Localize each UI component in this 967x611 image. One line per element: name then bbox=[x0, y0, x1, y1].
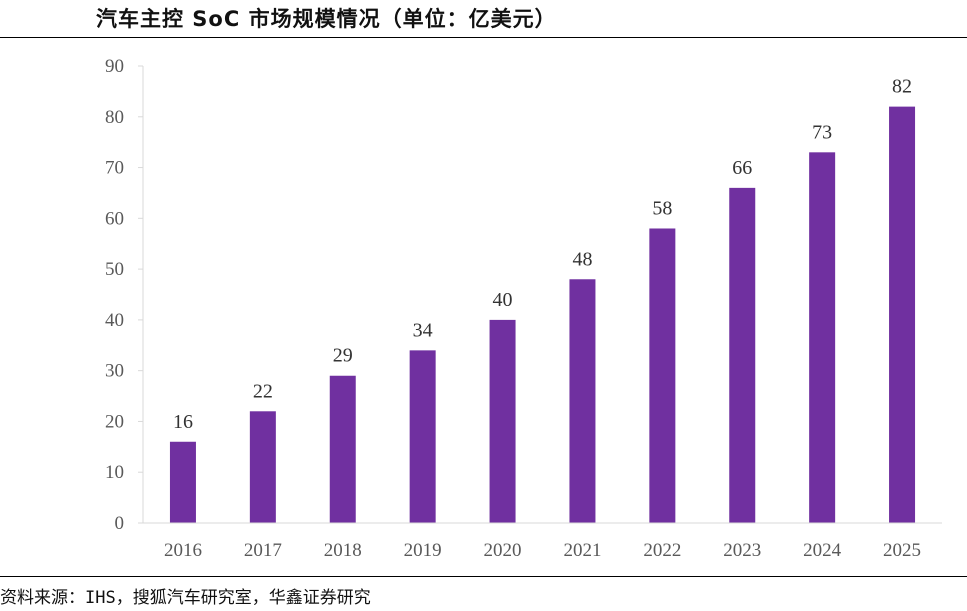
data-label: 66 bbox=[732, 157, 752, 179]
y-tick-label: 90 bbox=[105, 56, 124, 77]
bar bbox=[249, 411, 276, 523]
y-tick-label: 60 bbox=[105, 208, 124, 229]
y-tick-label: 50 bbox=[105, 259, 124, 280]
bar bbox=[649, 228, 676, 523]
data-label: 16 bbox=[173, 411, 193, 433]
data-label: 48 bbox=[572, 248, 592, 270]
data-label: 82 bbox=[892, 76, 912, 98]
x-tick-label: 2022 bbox=[643, 540, 681, 561]
x-tick-label: 2024 bbox=[803, 540, 842, 561]
y-tick-label: 30 bbox=[105, 361, 124, 382]
bar-chart: 0 10 20 30 40 50 60 70 80 90 16 2016 22 2017 29 2018 34 2… bbox=[105, 56, 942, 561]
x-tick-label: 2021 bbox=[563, 540, 601, 561]
bar bbox=[489, 319, 516, 523]
bar bbox=[809, 152, 836, 524]
x-tick-label: 2025 bbox=[883, 540, 921, 561]
y-tick-label: 10 bbox=[105, 462, 124, 483]
x-tick-label: 2017 bbox=[244, 540, 282, 561]
data-label: 22 bbox=[253, 380, 273, 402]
y-tick-label: 40 bbox=[105, 310, 124, 331]
top-rule bbox=[0, 37, 967, 38]
x-tick-label: 2023 bbox=[723, 540, 761, 561]
data-label: 40 bbox=[493, 289, 513, 311]
y-tick-label: 80 bbox=[105, 107, 124, 128]
chart-title: 汽车主控 SoC 市场规模情况（单位：亿美元） bbox=[96, 7, 557, 31]
data-label: 58 bbox=[652, 197, 672, 219]
x-tick-label: 2016 bbox=[164, 540, 202, 561]
bar bbox=[169, 441, 196, 523]
x-tick-label: 2019 bbox=[404, 540, 442, 561]
bar bbox=[569, 279, 596, 523]
data-label: 29 bbox=[333, 345, 353, 367]
source-note: 资料来源：IHS，搜狐汽车研究室，华鑫证券研究 bbox=[0, 588, 371, 608]
bar bbox=[409, 350, 436, 523]
bottom-rule bbox=[0, 576, 967, 577]
y-tick-label: 0 bbox=[115, 513, 125, 534]
data-label: 73 bbox=[812, 121, 832, 143]
bar bbox=[889, 106, 916, 523]
y-tick-label: 20 bbox=[105, 411, 124, 432]
data-label: 34 bbox=[413, 319, 433, 341]
x-tick-label: 2018 bbox=[324, 540, 362, 561]
y-tick-label: 70 bbox=[105, 158, 124, 179]
x-tick-label: 2020 bbox=[484, 540, 522, 561]
bar bbox=[729, 187, 756, 523]
bar bbox=[329, 375, 356, 523]
